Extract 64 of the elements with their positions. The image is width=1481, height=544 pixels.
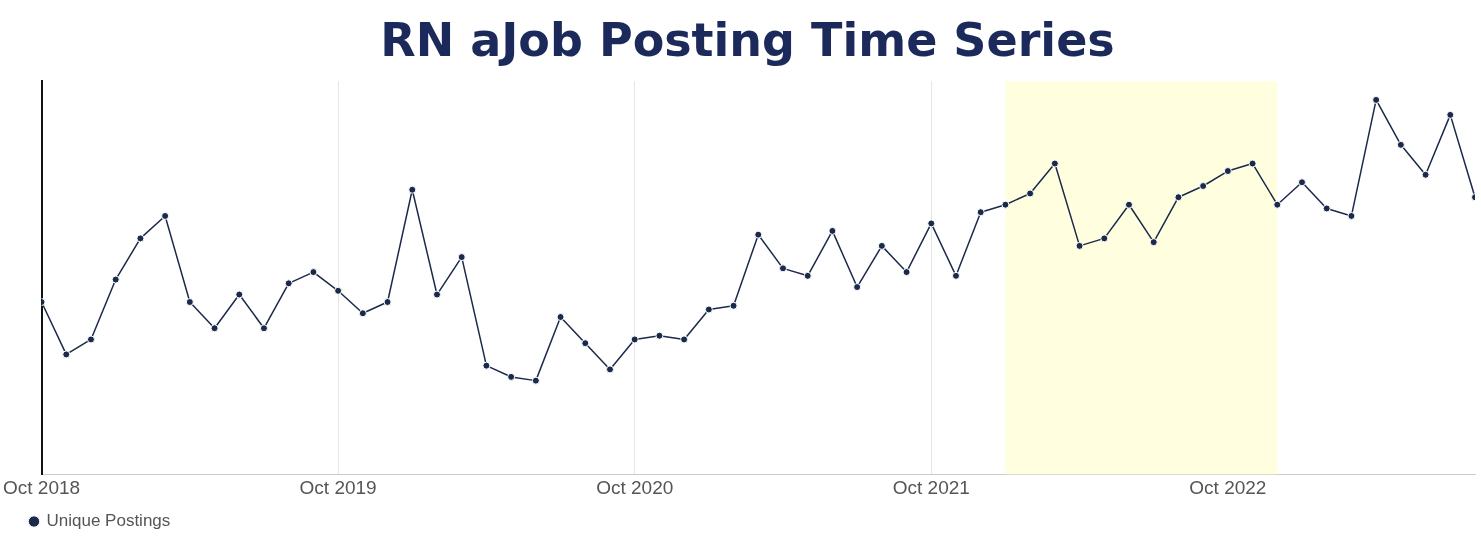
point — [853, 283, 862, 292]
point — [1001, 200, 1010, 209]
point — [457, 253, 466, 262]
point — [778, 264, 787, 273]
point — [1372, 95, 1381, 104]
point — [309, 268, 318, 277]
point — [1298, 178, 1306, 187]
point — [259, 324, 268, 333]
point — [927, 219, 936, 228]
point — [1421, 170, 1430, 179]
point — [803, 271, 812, 280]
point — [62, 350, 71, 359]
point — [1347, 211, 1356, 220]
x-tick-label: Oct 2018 — [3, 476, 81, 498]
point — [1124, 200, 1133, 209]
point — [1026, 189, 1035, 198]
point — [581, 339, 590, 348]
point — [902, 268, 911, 277]
point — [383, 298, 392, 307]
point — [482, 361, 491, 370]
x-tick-label: Oct 2022 — [1189, 476, 1267, 498]
point — [531, 376, 540, 385]
point — [507, 372, 516, 381]
point — [1199, 182, 1208, 190]
point — [1273, 200, 1282, 209]
point — [1446, 110, 1455, 119]
point — [680, 335, 689, 344]
point — [976, 208, 985, 217]
point — [284, 279, 293, 288]
point — [86, 335, 95, 344]
x-tick-label: Oct 2020 — [596, 476, 674, 498]
point — [432, 290, 441, 299]
x-tick-label: Oct 2021 — [892, 476, 970, 498]
point — [136, 234, 145, 243]
point — [754, 230, 763, 239]
legend-label: Unique Postings — [46, 511, 171, 531]
point — [729, 301, 738, 310]
point — [210, 324, 219, 333]
x-tick-label: Oct 2019 — [299, 476, 377, 498]
point — [358, 309, 367, 318]
point — [1248, 159, 1257, 168]
point — [1396, 140, 1405, 149]
point — [704, 305, 713, 314]
chart-title: RN aJob Posting Time Series — [380, 12, 1115, 67]
point — [828, 226, 837, 235]
point — [655, 331, 664, 340]
point — [334, 286, 343, 295]
point — [1075, 241, 1084, 250]
point — [951, 271, 960, 280]
point — [1223, 167, 1232, 176]
point — [1149, 238, 1158, 247]
point — [161, 211, 170, 220]
point — [556, 313, 565, 321]
point — [235, 290, 244, 299]
point — [408, 185, 417, 194]
point — [1100, 234, 1109, 243]
point — [1050, 159, 1059, 168]
point — [1174, 193, 1183, 202]
point — [630, 335, 639, 344]
point — [185, 298, 194, 307]
point — [605, 365, 614, 374]
point — [877, 241, 886, 250]
point — [1322, 204, 1331, 213]
point — [111, 275, 120, 284]
